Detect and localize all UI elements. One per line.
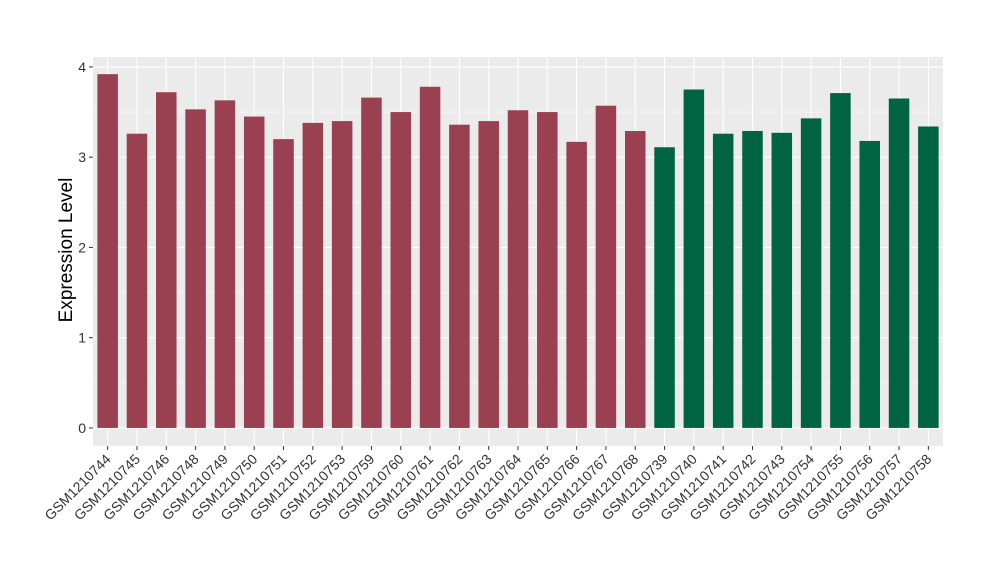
bar-GSM1210751 xyxy=(273,139,294,428)
y-axis-label: Expression Level xyxy=(56,178,77,323)
y-tick-label: 2 xyxy=(78,239,86,255)
bar-GSM1210753 xyxy=(331,121,353,428)
bar-GSM1210763 xyxy=(478,121,499,428)
bar-GSM1210761 xyxy=(419,86,441,428)
y-tick-label: 1 xyxy=(78,330,86,346)
bar-GSM1210749 xyxy=(214,100,236,428)
bar-GSM1210740 xyxy=(683,89,705,428)
bar-GSM1210742 xyxy=(742,131,763,428)
bar-GSM1210768 xyxy=(624,131,646,428)
bar-GSM1210745 xyxy=(126,133,148,428)
bar-GSM1210756 xyxy=(859,140,880,428)
bar-GSM1210754 xyxy=(800,118,822,428)
bar-GSM1210757 xyxy=(888,98,910,428)
y-tick-label: 0 xyxy=(78,420,86,436)
bar-GSM1210743 xyxy=(771,132,793,428)
y-tick-label: 3 xyxy=(78,149,86,165)
y-tick-label: 4 xyxy=(78,59,86,75)
bar-GSM1210746 xyxy=(156,92,177,428)
bar-GSM1210762 xyxy=(449,124,470,428)
bar-GSM1210766 xyxy=(566,141,587,428)
bar-GSM1210765 xyxy=(537,112,558,428)
bar-GSM1210759 xyxy=(361,97,382,428)
bar-GSM1210764 xyxy=(507,110,529,428)
bar-GSM1210750 xyxy=(243,116,265,428)
bar-GSM1210752 xyxy=(302,122,324,428)
bar-GSM1210767 xyxy=(595,105,617,428)
bar-GSM1210744 xyxy=(97,74,118,428)
bar-GSM1210739 xyxy=(654,147,675,428)
bar-GSM1210758 xyxy=(918,126,939,428)
bar-GSM1210760 xyxy=(390,112,412,428)
bar-GSM1210741 xyxy=(712,133,734,428)
bar-GSM1210755 xyxy=(830,93,851,428)
bar-GSM1210748 xyxy=(185,109,206,428)
